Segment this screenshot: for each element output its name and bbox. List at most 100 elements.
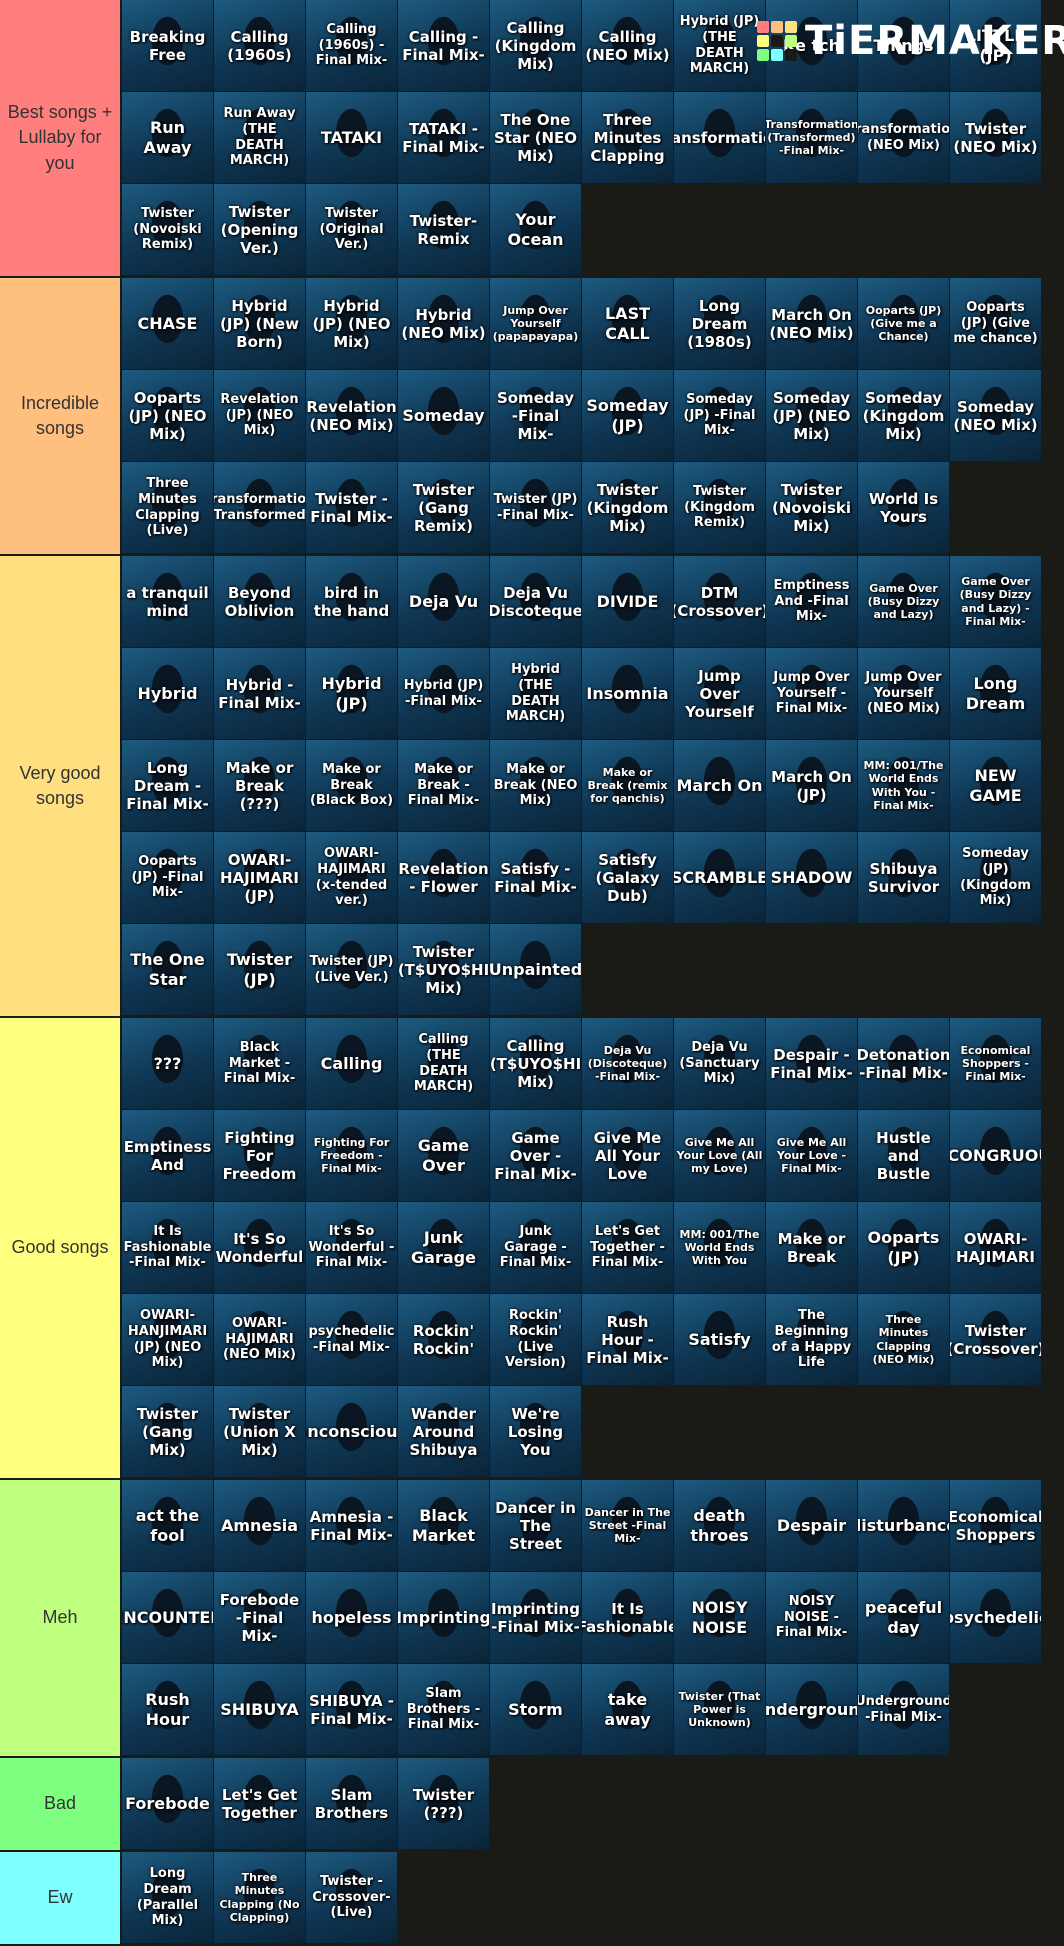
song-tile: The One Star (NEO Mix) [490, 92, 581, 183]
song-tile: Satisfy (Galaxy Dub) [582, 832, 673, 923]
song-tile: SHIBUYA -Final Mix- [306, 1664, 397, 1755]
song-tile: Hybrid (JP) (THE DEATH MARCH) [674, 0, 765, 91]
song-tile: Despair -Final Mix- [766, 1018, 857, 1109]
song-tile: act the fool [122, 1480, 213, 1571]
song-tile: World Is Yours [858, 462, 949, 553]
song-tile: INCONGRUOUS [950, 1110, 1041, 1201]
song-tile: Twister -Final Mix- [306, 462, 397, 553]
song-tile: OWARI-HAJIMARI [950, 1202, 1041, 1293]
tier-label: Incredible songs [0, 278, 122, 554]
song-tile: Storm [490, 1664, 581, 1755]
song-tile: Hybrid (JP) [306, 648, 397, 739]
song-tile: Ooparts (JP) (NEO Mix) [122, 370, 213, 461]
song-tile: DTM (Crossover) [674, 556, 765, 647]
song-tile: death throes [674, 1480, 765, 1571]
song-tile: Jump Over Yourself [674, 648, 765, 739]
song-tile: MM: 001/The World Ends With You -Final M… [858, 740, 949, 831]
tier-items: CHASE Hybrid (JP) (New Born) Hybrid (JP) (… [122, 278, 1052, 554]
song-tile: Make or Break -Final Mix- [398, 740, 489, 831]
song-tile: MM: 001/The World Ends With You [674, 1202, 765, 1293]
tier-items: Breaking Free Calling (1960s) Calling (196… [122, 0, 1052, 276]
song-tile: Someday (NEO Mix) [950, 370, 1041, 461]
song-tile: Game Over (Busy Dizzy and Lazy) -Final M… [950, 556, 1041, 647]
song-tile: Your Ocean [490, 184, 581, 275]
song-tile: Twister (Crossover) [950, 1294, 1041, 1385]
song-tile: Shibuya Survivor [858, 832, 949, 923]
song-tile: Dancer in The Street -Final Mix- [582, 1480, 673, 1571]
logo-text: TiERMAKER [805, 18, 1064, 64]
song-tile: Hybrid (JP) -Final Mix- [398, 648, 489, 739]
song-tile: Someday [398, 370, 489, 461]
song-tile: Black Market [398, 1480, 489, 1571]
song-tile: Fighting For Freedom [214, 1110, 305, 1201]
tier-row: Best songs + Lullaby for you Breaking Fre… [0, 0, 1064, 278]
song-tile: Unpainted [490, 924, 581, 1015]
song-tile: Game Over (Busy Dizzy and Lazy) [858, 556, 949, 647]
song-tile: It's So Wonderful -Final Mix- [306, 1202, 397, 1293]
song-tile: Underground [766, 1664, 857, 1755]
song-tile: Junk Garage [398, 1202, 489, 1293]
tier-row: Good songs??? Black Market -Final Mix- Cal… [0, 1018, 1064, 1480]
song-tile: Economical Shoppers [950, 1480, 1041, 1571]
song-tile: Hybrid (THE DEATH MARCH) [490, 648, 581, 739]
song-tile: Black Market -Final Mix- [214, 1018, 305, 1109]
song-tile: Economical Shoppers -Final Mix- [950, 1018, 1041, 1109]
song-tile: Make or Break (remix for qanchis) [582, 740, 673, 831]
song-tile: LITTLE (JP) [950, 0, 1041, 91]
song-tile: Give Me All Your Love -Final Mix- [766, 1110, 857, 1201]
song-tile: Amnesia [214, 1480, 305, 1571]
song-tile: Three Minutes Clapping (Live) [122, 462, 213, 553]
tier-items: a tranquil mind Beyond Oblivion bird in th… [122, 556, 1052, 1016]
song-tile: bird in the hand [306, 556, 397, 647]
song-tile: Deja Vu (Discoteque) -Final Mix- [582, 1018, 673, 1109]
song-tile: Amnesia -Final Mix- [306, 1480, 397, 1571]
song-tile: Revelation (NEO Mix) [306, 370, 397, 461]
song-tile: peaceful day [858, 1572, 949, 1663]
song-tile: Jump Over Yourself (NEO Mix) [858, 648, 949, 739]
song-tile: Make or Break (NEO Mix) [490, 740, 581, 831]
song-tile: Someday (JP) (Kingdom Mix) [950, 832, 1041, 923]
song-tile: Forebode [122, 1758, 213, 1849]
song-tile: March On (JP) [766, 740, 857, 831]
tier-items: Forebode Let's Get Together Slam Brothers T… [122, 1758, 1052, 1850]
song-tile: Make or Break (Black Box) [306, 740, 397, 831]
song-tile: SHADOW [766, 832, 857, 923]
song-tile: Twister (JP) (Live Ver.) [306, 924, 397, 1015]
song-tile: Someday (JP) [582, 370, 673, 461]
song-tile: OWARI-HAJIMARI (NEO Mix) [214, 1294, 305, 1385]
song-tile: Transformation [674, 92, 765, 183]
song-tile: Three Minutes Clapping (NEO Mix) [858, 1294, 949, 1385]
song-tile: Twister (Gang Mix) [122, 1386, 213, 1477]
tier-items: act the fool Amnesia Amnesia -Final Mix- Bl… [122, 1480, 1052, 1756]
song-tile: Twister (Union X Mix) [214, 1386, 305, 1477]
song-tile: Ooparts (JP) [858, 1202, 949, 1293]
tier-items: ??? Black Market -Final Mix- Calling Callin… [122, 1018, 1052, 1478]
song-tile: It Is Fashionable [582, 1572, 673, 1663]
song-tile: Slam Brothers -Final Mix- [398, 1664, 489, 1755]
song-tile: Twister (Gang Remix) [398, 462, 489, 553]
song-tile: Twister-Remix [398, 184, 489, 275]
song-tile: Someday (JP) -Final Mix- [674, 370, 765, 461]
song-tile: Calling [306, 1018, 397, 1109]
song-tile: a tranquil mind [122, 556, 213, 647]
song-tile: Twister (Novoiski Mix) [766, 462, 857, 553]
tier-row: Bad Forebode Let's Get Together Slam Brothe… [0, 1758, 1064, 1852]
song-tile: Slam Brothers [306, 1758, 397, 1849]
song-tile: Hustle and Bustle [858, 1110, 949, 1201]
song-tile: March On (NEO Mix) [766, 278, 857, 369]
tier-label: Bad [0, 1758, 122, 1850]
tier-label: Very good songs [0, 556, 122, 1016]
song-tile: Wander Around Shibuya [398, 1386, 489, 1477]
song-tile: NOISY NOISE -Final Mix- [766, 1572, 857, 1663]
song-tile: Run Away [122, 92, 213, 183]
tier-label: Ew [0, 1852, 122, 1944]
song-tile: Ooparts (JP) (Give me chance) [950, 278, 1041, 369]
song-tile: Deja Vu (Sanctuary Mix) [674, 1018, 765, 1109]
song-tile: Let's Get Together [214, 1758, 305, 1849]
song-tile: Calling -Final Mix- [398, 0, 489, 91]
song-tile: Despair [766, 1480, 857, 1571]
song-tile: Ooparts (JP) (Give me a Chance) [858, 278, 949, 369]
song-tile: OWARI-HAJIMARI (x-tended ver.) [306, 832, 397, 923]
song-tile: Revelation (JP) (NEO Mix) [214, 370, 305, 461]
